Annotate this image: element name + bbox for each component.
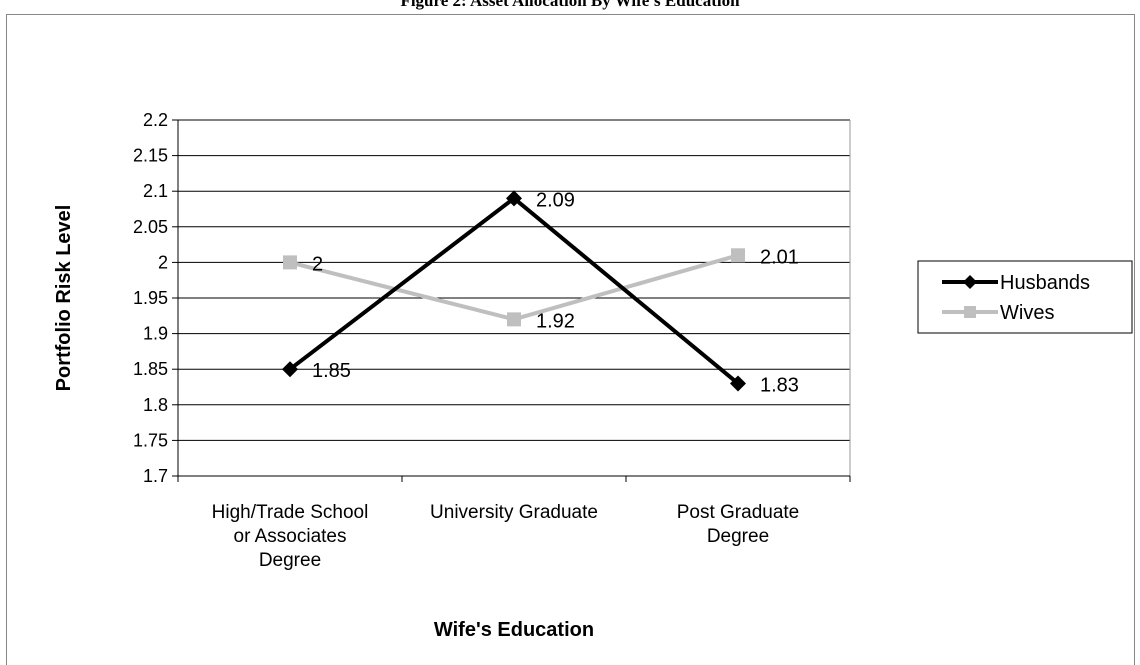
y-tick-label: 2.2 (143, 110, 168, 130)
y-tick-label: 1.8 (143, 395, 168, 415)
y-tick-label: 1.7 (143, 466, 168, 486)
data-label-wives: 2.01 (760, 246, 799, 268)
x-tick-label-line: Degree (259, 550, 321, 571)
legend-marker-wives (964, 306, 976, 318)
legend-box (917, 260, 1133, 334)
legend-marker-husbands (963, 275, 977, 289)
y-tick-label: 1.9 (143, 324, 168, 344)
marker-wives (283, 255, 297, 270)
y-tick-label: 2.05 (133, 217, 168, 237)
series-line-wives (289, 253, 739, 322)
data-label-wives: 2 (312, 253, 323, 275)
legend-label-husbands: Husbands (1000, 272, 1090, 294)
x-tick-label-line: University Graduate (430, 502, 598, 523)
data-label-husbands: 1.85 (312, 360, 351, 382)
x-tick-label: High/Trade School or Associates Degree (212, 502, 369, 571)
y-tick-label: 1.75 (133, 430, 168, 450)
legend-label-wives: Wives (1000, 302, 1054, 324)
chart-frame (6, 14, 1135, 665)
series-line-husbands (288, 195, 740, 385)
data-label-husbands: 1.83 (760, 374, 799, 396)
y-tick-label: 2.15 (133, 146, 168, 166)
x-tick-label-line: High/Trade School (212, 502, 369, 523)
marker-husbands (730, 375, 746, 392)
y-tick-label: 2 (158, 252, 168, 272)
y-tick-label: 1.85 (133, 359, 168, 379)
y-tick-label: 2.1 (143, 181, 168, 201)
x-tick-label-line: or Associates (234, 526, 347, 547)
data-label-wives: 1.92 (536, 310, 575, 332)
marker-wives (731, 248, 745, 263)
x-tick-label-line: Post Graduate (677, 502, 800, 523)
data-label-husbands: 2.09 (536, 189, 575, 211)
y-tick-label: 1.95 (133, 288, 168, 308)
x-tick-label: Post Graduate Degree (677, 502, 800, 547)
marker-husbands (282, 361, 298, 378)
y-axis-title: Portfolio Risk Level (53, 205, 75, 392)
figure-title: Figure 2: Asset Allocation By Wife's Edu… (400, 0, 740, 10)
x-axis-title: Wife's Education (434, 619, 594, 641)
marker-husbands (506, 190, 522, 207)
marker-wives (507, 312, 521, 327)
x-tick-label-line: Degree (707, 526, 769, 547)
x-tick-label: University Graduate (430, 502, 598, 523)
